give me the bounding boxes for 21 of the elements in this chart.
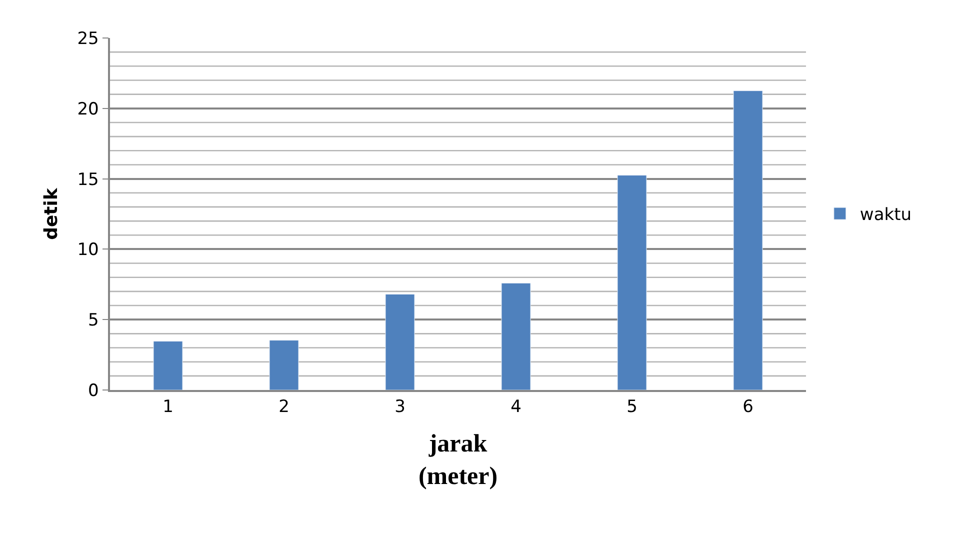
x-tick-label: 1: [162, 397, 174, 418]
bar: [733, 90, 763, 390]
x-tick-label: 2: [278, 397, 290, 418]
x-tick-label: 3: [394, 397, 406, 418]
y-axis-title: detik: [40, 187, 62, 240]
bar: [617, 175, 647, 390]
y-tick-label: 5: [88, 310, 99, 331]
x-axis-title: jarak (meter): [418, 430, 498, 490]
x-tick-label: 6: [742, 397, 754, 418]
y-tick-label: 20: [77, 99, 99, 120]
bar: [385, 294, 415, 390]
bar: [501, 282, 531, 390]
legend-label: waktu: [860, 205, 912, 226]
x-tick-label: 4: [510, 397, 522, 418]
y-tick-label: 0: [88, 380, 99, 401]
y-tick-label: 15: [77, 170, 99, 190]
y-tick-label: 25: [77, 28, 99, 49]
bar: [153, 341, 183, 390]
y-tick-label: 10: [77, 240, 99, 260]
bar: [269, 340, 299, 390]
x-tick-label: 5: [626, 397, 638, 418]
